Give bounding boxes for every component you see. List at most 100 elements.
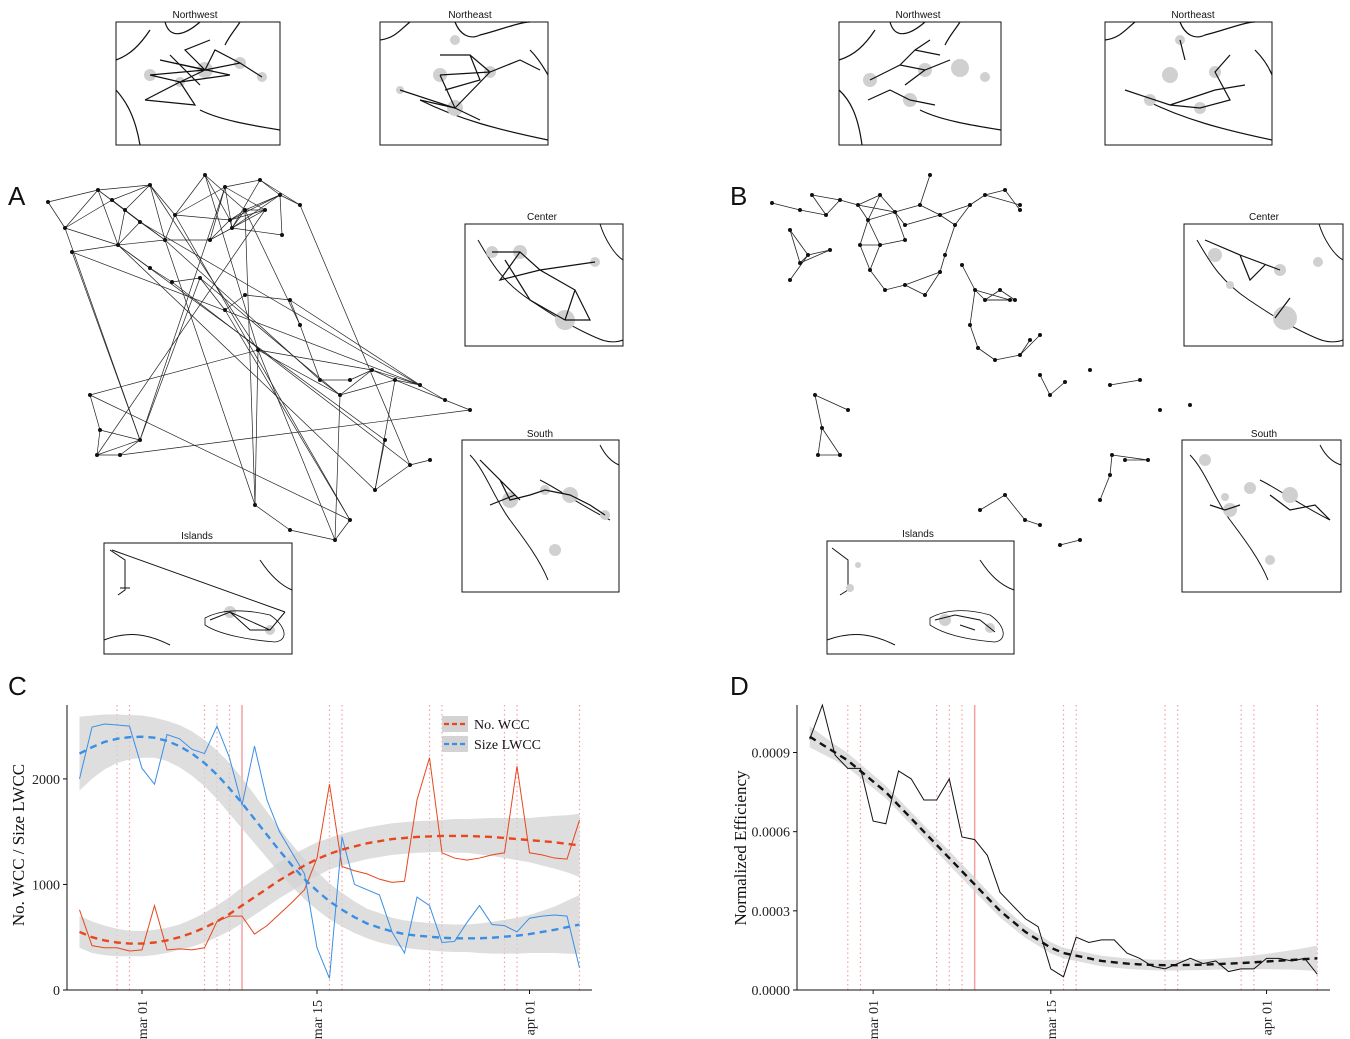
inset-title: South [1251,429,1277,440]
network-edge [1004,189,1021,211]
network-node [148,266,152,270]
network-node [138,438,142,442]
network-edge [164,214,176,241]
network-edge [859,244,871,271]
network-edge [174,186,226,216]
network-node [798,261,802,265]
network-node [903,238,907,242]
network-edge [96,209,266,456]
network-edge [867,194,881,221]
network-edge [867,211,896,221]
trend-bands-c [79,714,580,957]
network-edge [71,251,421,386]
network-node [878,243,882,247]
y-tick-label: 1000 [32,878,60,893]
network-edge [977,347,996,361]
network-node [95,453,99,457]
network-edge [209,186,226,241]
network-node [230,226,234,230]
network-node [1018,203,1022,207]
network-edge [244,294,291,301]
network-edge [789,229,809,256]
inset-frame [1181,439,1342,593]
network-edge [939,254,946,273]
network-edge [299,324,321,381]
panel-label-d: D [730,671,749,701]
network-node [866,218,870,222]
inset-map [469,444,620,581]
network-edge [149,184,259,351]
network-edge [117,239,166,246]
network-edge [1004,494,1026,521]
y-axis-label-d: Normalized Efficiency [731,770,750,925]
network-edge [334,394,341,541]
network-edge [164,239,256,506]
network-node [288,528,292,532]
network-edge [231,227,283,236]
network-edge [825,199,841,216]
network-edge [857,194,881,206]
network-node [118,453,122,457]
network-node [223,308,227,312]
network-node [824,213,828,217]
network-node [838,198,842,202]
network-edge [244,209,256,506]
network-node [883,288,887,292]
network-node [918,203,922,207]
x-tick-label: apr 01 [524,1000,539,1035]
network-edge [117,244,386,441]
network-node [46,200,50,204]
network-node [1058,543,1062,547]
network-edge [919,174,931,206]
network-edge [124,184,151,211]
network-node [928,173,932,177]
network-edge [961,264,976,291]
network-edge [209,219,231,241]
y-tick-label: 0 [53,984,60,999]
inset-northwest-b: Northwest [838,10,1002,146]
network-edge [254,349,259,506]
network-edge [857,204,869,221]
network-edges-a [47,174,471,541]
network-node [1146,458,1150,462]
trend-line [79,834,580,945]
network-node [203,173,207,177]
network-node [288,298,292,302]
inset-title: Islands [902,529,934,540]
network-edge [229,209,246,221]
network-edge [394,379,421,386]
network-edge [119,409,471,456]
network-edge [47,201,66,229]
network-edge [257,349,336,541]
network-node [1018,208,1022,212]
network-edge [349,369,373,381]
network-node [856,203,860,207]
network-node [298,203,302,207]
network-edge [894,211,906,241]
network-edge [64,227,119,246]
network-node [243,293,247,297]
network-nodes-a [46,173,472,542]
network-node [98,428,102,432]
network-edge [117,209,126,246]
legend-label-wcc: No. WCC [474,718,530,733]
network-edge [867,219,881,246]
confidence-band [79,813,580,957]
network-node [70,250,74,254]
inset-northeast-b: Northeast [1104,10,1273,146]
network-node [1038,333,1042,337]
inset-map [1189,444,1342,581]
y-tick-label: 0.0000 [752,984,791,999]
network-node [258,178,262,182]
trend-line [78,735,580,940]
network-edge [1111,454,1149,461]
network-edge [814,394,823,429]
network-edge [1024,519,1041,526]
network-node [173,213,177,217]
network-edges-b [771,174,1149,546]
x-tick-label: mar 01 [136,1000,151,1039]
network-edge [811,194,841,201]
network-edge [799,209,827,216]
network-edge [209,209,266,241]
network-edge [869,244,881,271]
